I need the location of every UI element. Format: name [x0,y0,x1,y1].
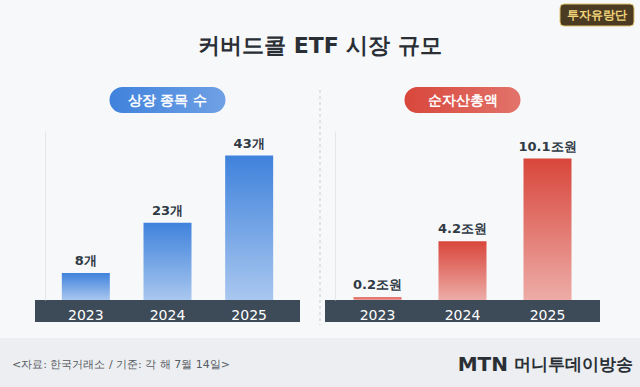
svg-text:8개: 8개 [75,253,97,268]
svg-text:MTN: MTN [458,352,508,376]
svg-text:커버드콜 ETF 시장 규모: 커버드콜 ETF 시장 규모 [198,33,442,58]
svg-text:43개: 43개 [234,136,265,151]
svg-text:2025: 2025 [231,307,267,323]
svg-text:0.2조원: 0.2조원 [353,277,402,292]
svg-text:2023: 2023 [360,307,396,323]
svg-text:4.2조원: 4.2조원 [438,221,487,236]
svg-text:2023: 2023 [68,307,104,323]
svg-text:2024: 2024 [445,307,481,323]
svg-text:23개: 23개 [152,203,183,218]
svg-text:상장 종목 수: 상장 종목 수 [128,92,208,108]
svg-text:2025: 2025 [530,307,566,323]
svg-text:2024: 2024 [150,307,186,323]
svg-text:머니투데이방송: 머니투데이방송 [514,354,633,374]
svg-text:10.1조원: 10.1조원 [518,139,576,154]
svg-text:순자산총액: 순자산총액 [428,92,498,108]
svg-text:투자유랑단: 투자유랑단 [567,8,627,22]
svg-text:<자료: 한국거래소 / 기준: 각 해 7월 14일>: <자료: 한국거래소 / 기준: 각 해 7월 14일> [12,358,230,371]
